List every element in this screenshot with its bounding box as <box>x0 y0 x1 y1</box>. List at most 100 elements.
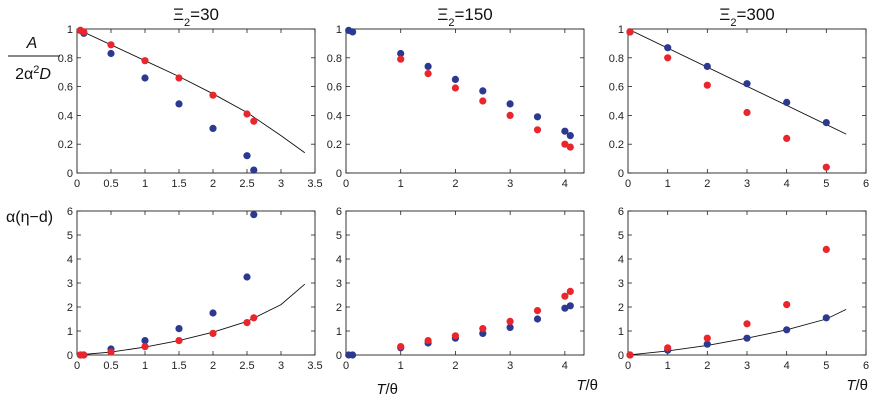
red-data-point <box>506 111 514 119</box>
y-tick-label: 0.2 <box>327 139 342 151</box>
theory-curve <box>76 283 306 356</box>
theory-curve <box>627 28 847 135</box>
blue-data-point <box>703 340 711 348</box>
red-data-point <box>664 344 672 352</box>
x-tick-label: 4 <box>784 360 790 372</box>
y-tick-label: 5 <box>336 230 342 242</box>
red-data-point <box>783 134 791 142</box>
red-data-point <box>243 319 251 327</box>
x-tick-label: 0 <box>343 360 349 372</box>
row-label-denominator: 2α2D <box>15 64 51 83</box>
blue-data-point <box>822 314 830 322</box>
den-sup: 2 <box>33 64 39 76</box>
x-tick-label: 3.5 <box>307 360 322 372</box>
y-tick-label: 4 <box>67 254 73 266</box>
x-tick-label: 6 <box>863 360 869 372</box>
theory-curve <box>76 28 306 154</box>
blue-data-point <box>664 44 672 52</box>
x-tick-label: 1.5 <box>171 360 186 372</box>
bottom-row-label: α(η−d) <box>6 209 53 226</box>
blue-data-point <box>209 124 217 132</box>
blue-data-point <box>506 100 514 108</box>
y-tick-label: 0 <box>336 350 342 362</box>
y-tick-label: 0 <box>618 350 624 362</box>
red-data-point <box>479 325 487 333</box>
y-tick-label: 3 <box>618 278 624 290</box>
x-tick-label: 2 <box>704 178 710 190</box>
title-subscript: 2 <box>448 17 454 29</box>
x-tick-label: 0.5 <box>103 360 118 372</box>
blue-data-point <box>561 304 569 312</box>
y-tick-label: 3 <box>67 278 73 290</box>
x-tick-label: 3 <box>278 360 284 372</box>
y-tick-label: 0 <box>336 168 342 180</box>
y-tick-label: 4 <box>336 254 342 266</box>
red-data-point <box>141 343 149 351</box>
den-d: D <box>39 66 51 83</box>
blue-data-point <box>533 315 542 323</box>
red-data-point <box>533 126 542 134</box>
title-xi: Ξ <box>437 5 448 24</box>
y-tick-label: 0 <box>67 350 73 362</box>
y-tick-label: 1 <box>618 24 624 36</box>
panel-bottom-30: 0 0.5 1 1.5 2 2.5 3 3.5 0 1 2 3 4 5 6 <box>67 206 323 372</box>
x-tick-label: 1 <box>142 360 148 372</box>
plot-frame <box>627 210 867 356</box>
row-label-numerator: A <box>26 35 38 52</box>
blue-data-point <box>175 100 183 108</box>
x-tick-label: 2.5 <box>239 178 254 190</box>
blue-data-point <box>250 166 258 174</box>
panel-title: Ξ2=150 <box>437 5 492 29</box>
title-xi: Ξ <box>173 5 184 24</box>
blue-data-point <box>561 127 569 135</box>
red-data-point <box>703 334 711 342</box>
x-tick-label: 1.5 <box>171 178 186 190</box>
xlabel-t: T <box>376 381 387 398</box>
blue-data-point <box>349 28 357 36</box>
red-data-point <box>743 108 751 117</box>
x-tick-label: 2 <box>452 360 458 372</box>
plot-frame <box>76 210 316 356</box>
xlabel-middle: T/θ <box>576 377 598 394</box>
top-row-label: A 2α2D <box>8 35 60 83</box>
red-data-point <box>533 307 542 315</box>
plot-frame <box>76 28 316 174</box>
y-tick-label: 0.4 <box>327 110 342 122</box>
panel-title: Ξ2=30 <box>173 5 219 29</box>
blue-data-point <box>533 113 542 121</box>
blue-data-point <box>783 98 791 106</box>
x-tick-label: 3 <box>507 178 513 190</box>
xlabel-right: T/θ <box>846 377 868 394</box>
red-data-point <box>822 163 830 171</box>
blue-data-point <box>107 49 115 58</box>
red-data-point <box>107 348 115 356</box>
x-tick-label: 3 <box>744 360 750 372</box>
blue-data-point <box>783 326 791 334</box>
red-data-point <box>209 91 217 99</box>
title-value: =30 <box>190 5 219 24</box>
y-tick-label: 0.6 <box>609 82 624 94</box>
panel-bottom-300: 0 1 2 3 4 5 6 0 1 2 3 4 5 6 <box>618 206 869 372</box>
title-value: =300 <box>736 5 774 24</box>
x-tick-label: 4 <box>562 360 568 372</box>
y-tick-label: 6 <box>618 206 624 218</box>
plot-frame <box>345 28 585 174</box>
x-tick-label: 0 <box>625 360 631 372</box>
title-value: =150 <box>454 5 492 24</box>
red-data-point <box>141 57 149 65</box>
y-tick-label: 0.6 <box>327 82 342 94</box>
blue-data-point <box>506 323 514 331</box>
x-tick-label: 0 <box>625 178 631 190</box>
blue-data-point <box>141 74 149 82</box>
red-data-point <box>424 70 432 78</box>
y-tick-label: 0.6 <box>58 82 73 94</box>
panel-title: Ξ2=300 <box>719 5 774 29</box>
y-tick-label: 3 <box>336 278 342 290</box>
xlabel-rest: /θ <box>585 377 598 394</box>
title-xi: Ξ <box>719 5 730 24</box>
blue-data-point <box>349 351 357 359</box>
red-data-point <box>424 337 432 345</box>
blue-data-point <box>743 334 751 342</box>
y-tick-label: 0.8 <box>58 53 73 65</box>
red-data-point <box>626 351 634 359</box>
